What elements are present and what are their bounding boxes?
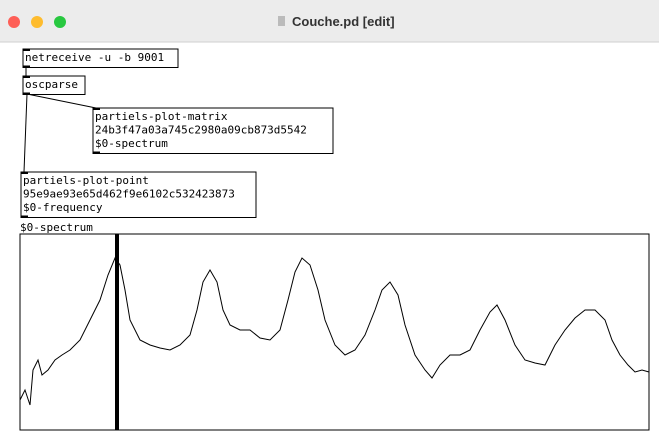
object-text: partiels-plot-point <box>23 174 149 187</box>
object-text: 24b3f47a03a745c2980a09cb873d5542 <box>95 124 307 137</box>
inlet <box>93 108 100 110</box>
array-label: $0-spectrum <box>20 221 93 234</box>
object-text: 95e9ae93e65d462f9e6102c532423873 <box>23 188 235 201</box>
inlet <box>21 172 28 174</box>
spectrum-curve <box>19 256 650 406</box>
outlet <box>23 65 30 68</box>
object-box[interactable] <box>22 75 86 95</box>
object-text: partiels-plot-matrix <box>95 110 228 123</box>
object-box[interactable] <box>20 171 257 218</box>
connection <box>26 93 97 109</box>
array-graph[interactable] <box>19 233 650 431</box>
doc-icon <box>278 16 285 26</box>
object-text: $0-spectrum <box>95 137 168 150</box>
object-text: oscparse <box>25 78 78 91</box>
inlet <box>23 76 30 78</box>
title-bar <box>0 0 659 42</box>
window-title: Couche.pd [edit] <box>292 14 395 29</box>
outlet <box>21 215 28 218</box>
object-text: netreceive -u -b 9001 <box>25 51 164 64</box>
object-box[interactable] <box>22 48 179 68</box>
close-button[interactable] <box>8 16 20 28</box>
connection <box>23 93 28 173</box>
inlet <box>23 49 30 51</box>
outlet <box>23 92 30 95</box>
zoom-button[interactable] <box>54 16 66 28</box>
object-box[interactable] <box>92 107 334 154</box>
object-text: $0-frequency <box>23 201 103 214</box>
patch-canvas: netreceive -u -b 9001 oscparse partiels-pl… <box>20 48 334 218</box>
minimize-button[interactable] <box>31 16 43 28</box>
outlet <box>93 151 100 154</box>
